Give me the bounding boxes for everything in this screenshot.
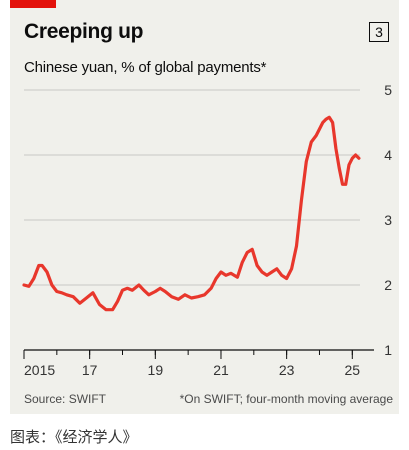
x-tick-label: 21 [213,362,229,378]
x-tick-label: 19 [148,362,164,378]
y-tick-label: 2 [384,277,392,293]
x-tick-label: 17 [82,362,98,378]
y-tick-label: 3 [384,212,392,228]
x-tick-label: 2015 [24,362,55,378]
chart-number-badge: 3 [369,22,389,42]
source-note: Source: SWIFT [24,392,107,406]
y-tick-label: 5 [384,82,392,98]
chart-subtitle: Chinese yuan, % of global payments* [24,59,267,76]
x-tick-label: 25 [345,362,361,378]
series-line-yuan-share [22,115,361,312]
footnote: *On SWIFT; four-month moving average [179,392,393,406]
brand-accent-bar [10,0,56,8]
x-tick-label: 23 [279,362,295,378]
y-tick-label: 1 [384,342,392,358]
y-tick-label: 4 [384,147,392,163]
chart-heading: Creeping up [24,20,144,43]
image-caption: 图表：《经济学人》 [10,428,138,446]
chart-panel [10,0,399,414]
